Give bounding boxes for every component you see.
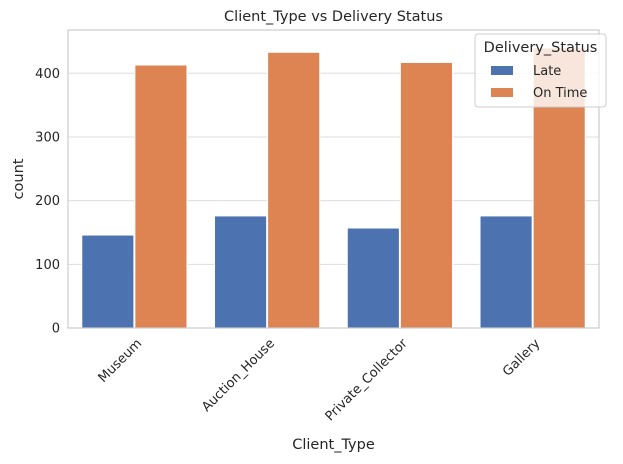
- bar-museum-late: [81, 234, 135, 329]
- bars: [81, 47, 586, 329]
- legend: Delivery_Status Late On Time: [474, 33, 607, 108]
- x-axis-ticks: Museum Auction_House Private_Collector Gall…: [96, 336, 544, 425]
- y-axis-label: count: [11, 158, 27, 199]
- bar-museum-on-time: [134, 64, 188, 329]
- y-tick-label: 300: [35, 130, 60, 145]
- bar-auction-house-late: [214, 215, 268, 329]
- y-tick-label: 400: [35, 67, 60, 82]
- legend-label-late: Late: [533, 64, 561, 79]
- x-tick-label: Auction_House: [199, 336, 278, 415]
- y-tick-label: 200: [35, 194, 60, 209]
- legend-label-on-time: On Time: [533, 86, 587, 101]
- bar-gallery-late: [479, 215, 533, 329]
- plot-frame: [67, 29, 600, 329]
- y-tick-label: 0: [52, 322, 60, 337]
- legend-swatch-late: [491, 66, 513, 75]
- y-axis-ticks: 0 100 200 300 400: [35, 67, 60, 337]
- legend-title: Delivery_Status: [484, 40, 598, 56]
- bar-auction-house-on-time: [267, 51, 321, 329]
- x-tick-label: Private_Collector: [323, 336, 412, 425]
- bar-private-collector-late: [346, 227, 400, 329]
- x-tick-label: Gallery: [500, 336, 544, 380]
- legend-swatch-on-time: [491, 88, 513, 97]
- y-tick-label: 100: [35, 258, 60, 273]
- bar-private-collector-on-time: [399, 61, 453, 329]
- x-axis-label: Client_Type: [292, 437, 375, 453]
- chart-title: Client_Type vs Delivery Status: [224, 9, 443, 25]
- x-tick-label: Museum: [96, 336, 146, 386]
